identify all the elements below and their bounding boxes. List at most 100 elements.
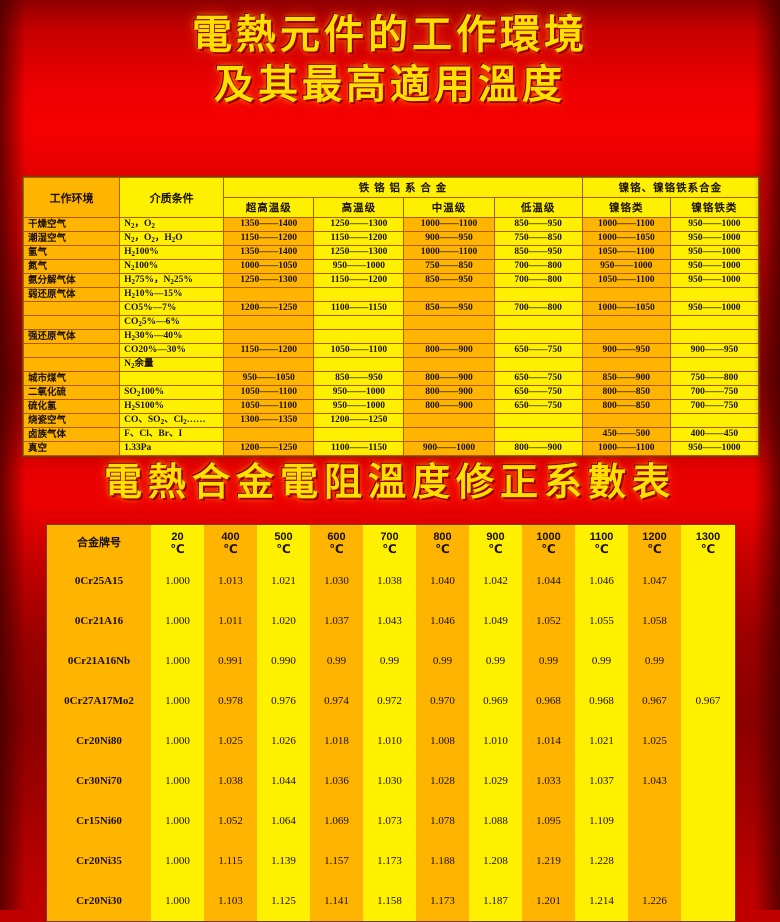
cell-coefficient	[681, 881, 735, 921]
cell-medium-condition: CO25%—6%	[119, 315, 225, 330]
cell-temperature-range: 950——1000	[581, 259, 671, 274]
th-sub-ultra-high: 超高温级	[223, 197, 315, 218]
cell-coefficient: 1.141	[310, 881, 363, 921]
cell-working-environment: 城市煤气	[22, 371, 121, 386]
cell-coefficient: 1.021	[575, 721, 628, 761]
cell-medium-condition: N2，O2	[119, 217, 225, 232]
cell-coefficient: 1.047	[628, 561, 681, 601]
cell-temperature-range: 1200——1250	[223, 301, 315, 316]
resistance-coefficient-table: 合金牌号 20 ℃ 400 ℃ 500 ℃ 600 ℃ 700 ℃ 800 ℃ 900 ℃ 1000 ℃ 1100…	[47, 525, 735, 921]
cell-coefficient: 1.044	[522, 561, 575, 601]
table-row: 真空 1.33Pa 1200——1250 1100——1150 900——1000 800…	[22, 441, 760, 456]
cell-temperature-range: 1250——1300	[223, 273, 315, 288]
cell-coefficient: 1.000	[151, 641, 204, 681]
cell-temperature-range: 1000——1100	[581, 217, 671, 232]
th-group-nicr: 镍铬、镍铬铁系合金	[581, 177, 760, 198]
table-row: 潮湿空气 N2，O2，H2O 1150——1200 1150——1200 900——95…	[22, 231, 760, 246]
cell-coefficient: 1.029	[469, 761, 522, 801]
cell-temperature-range: 800——900	[403, 343, 495, 358]
cell-coefficient: 0.967	[628, 681, 681, 721]
cell-medium-condition: N2100%	[119, 259, 225, 274]
cell-coefficient: 1.055	[575, 601, 628, 641]
cell-temperature-range: 1150——1200	[223, 343, 315, 358]
cell-temperature-range: 700——800	[493, 301, 583, 316]
cell-coefficient: 1.049	[469, 601, 522, 641]
cell-temperature-range	[669, 357, 760, 372]
cell-medium-condition: N2，O2，H2O	[119, 231, 225, 246]
th-temperature-1200: 1200 ℃	[628, 525, 681, 561]
cell-coefficient: 1.014	[522, 721, 575, 761]
cell-temperature-range: 1200——1250	[223, 441, 315, 456]
table-row: 强还原气体 H230%—40%	[22, 329, 760, 344]
cell-temperature-range	[223, 315, 315, 330]
cell-temperature-range: 1050——1100	[581, 245, 671, 260]
cell-alloy-grade: 0Cr27A17Mo2	[47, 681, 151, 721]
cell-coefficient: 1.173	[416, 881, 469, 921]
cell-temperature-range: 800——900	[493, 441, 583, 456]
cell-temperature-range: 650——750	[493, 399, 583, 414]
cell-temperature-range	[493, 287, 583, 302]
cell-coefficient: 0.972	[363, 681, 416, 721]
table-row: N2余量	[22, 357, 760, 372]
cell-coefficient: 1.028	[416, 761, 469, 801]
cell-coefficient: 1.109	[575, 801, 628, 841]
cell-temperature-range: 1350——1400	[223, 245, 315, 260]
cell-coefficient: 1.158	[363, 881, 416, 921]
cell-working-environment: 潮湿空气	[22, 231, 121, 246]
table2-header-row: 合金牌号 20 ℃ 400 ℃ 500 ℃ 600 ℃ 700 ℃ 800 ℃ 900 ℃ 1000 ℃ 1100…	[47, 525, 735, 561]
cell-coefficient: 1.064	[257, 801, 310, 841]
cell-coefficient: 1.188	[416, 841, 469, 881]
cell-coefficient: 0.976	[257, 681, 310, 721]
table-row: Cr20Ni80 1.000 1.025 1.026 1.018 1.010 1.008 1.…	[47, 721, 735, 761]
cell-coefficient: 1.058	[628, 601, 681, 641]
cell-temperature-range: 1350——1400	[223, 217, 315, 232]
cell-coefficient: 1.044	[257, 761, 310, 801]
cell-coefficient: 1.043	[363, 601, 416, 641]
section-title-coefficient-table: 電熱合金電阻溫度修正系數表	[103, 459, 676, 504]
cell-coefficient: 1.038	[363, 561, 416, 601]
cell-temperature-range: 950——1000	[669, 441, 760, 456]
cell-temperature-range: 1150——1200	[313, 231, 405, 246]
table-row: 干燥空气 N2，O2 1350——1400 1250——1300 1000——1100 8…	[22, 217, 760, 232]
cell-temperature-range: 950——1000	[669, 301, 760, 316]
cell-coefficient: 1.228	[575, 841, 628, 881]
cell-temperature-range: 1000——1100	[403, 217, 495, 232]
cell-coefficient: 0.990	[257, 641, 310, 681]
cell-coefficient: 1.219	[522, 841, 575, 881]
page-title-line1: 電熱元件的工作環境	[192, 11, 588, 58]
cell-temperature-range	[581, 287, 671, 302]
cell-temperature-range: 950——1050	[223, 371, 315, 386]
cell-temperature-range: 1100——1150	[313, 301, 405, 316]
cell-temperature-range: 800——900	[403, 385, 495, 400]
cell-coefficient	[681, 561, 735, 601]
cell-coefficient: 1.026	[257, 721, 310, 761]
cell-temperature-range	[669, 287, 760, 302]
table-row: Cr20Ni30 1.000 1.103 1.125 1.141 1.158 1.173 1.…	[47, 881, 735, 921]
th-temperature-600: 600 ℃	[310, 525, 363, 561]
cell-coefficient: 1.078	[416, 801, 469, 841]
cell-alloy-grade: 0Cr21A16	[47, 601, 151, 641]
cell-temperature-range: 750——850	[493, 231, 583, 246]
cell-coefficient	[681, 841, 735, 881]
cell-coefficient: 1.173	[363, 841, 416, 881]
cell-temperature-range	[493, 357, 583, 372]
cell-coefficient: 1.052	[522, 601, 575, 641]
th-alloy-grade: 合金牌号	[47, 525, 151, 561]
cell-coefficient	[628, 841, 681, 881]
cell-alloy-grade: 0Cr21A16Nb	[47, 641, 151, 681]
th-temperature-800: 800 ℃	[416, 525, 469, 561]
cell-temperature-range: 700——800	[493, 273, 583, 288]
th-group-fecral: 铁 铬 铝 系 合 金	[223, 177, 583, 198]
cell-temperature-range: 700——800	[493, 259, 583, 274]
cell-temperature-range: 1000——1050	[581, 231, 671, 246]
table-row: CO5%—7% 1200——1250 1100——1150 850——950 700——…	[22, 301, 760, 316]
cell-coefficient: 0.974	[310, 681, 363, 721]
cell-coefficient: 1.069	[310, 801, 363, 841]
cell-coefficient: 0.99	[469, 641, 522, 681]
cell-coefficient: 1.040	[416, 561, 469, 601]
cell-coefficient: 1.000	[151, 721, 204, 761]
cell-working-environment: 二氧化硫	[22, 385, 121, 400]
cell-coefficient: 0.99	[575, 641, 628, 681]
cell-coefficient: 0.99	[416, 641, 469, 681]
cell-temperature-range: 1000——1050	[581, 301, 671, 316]
